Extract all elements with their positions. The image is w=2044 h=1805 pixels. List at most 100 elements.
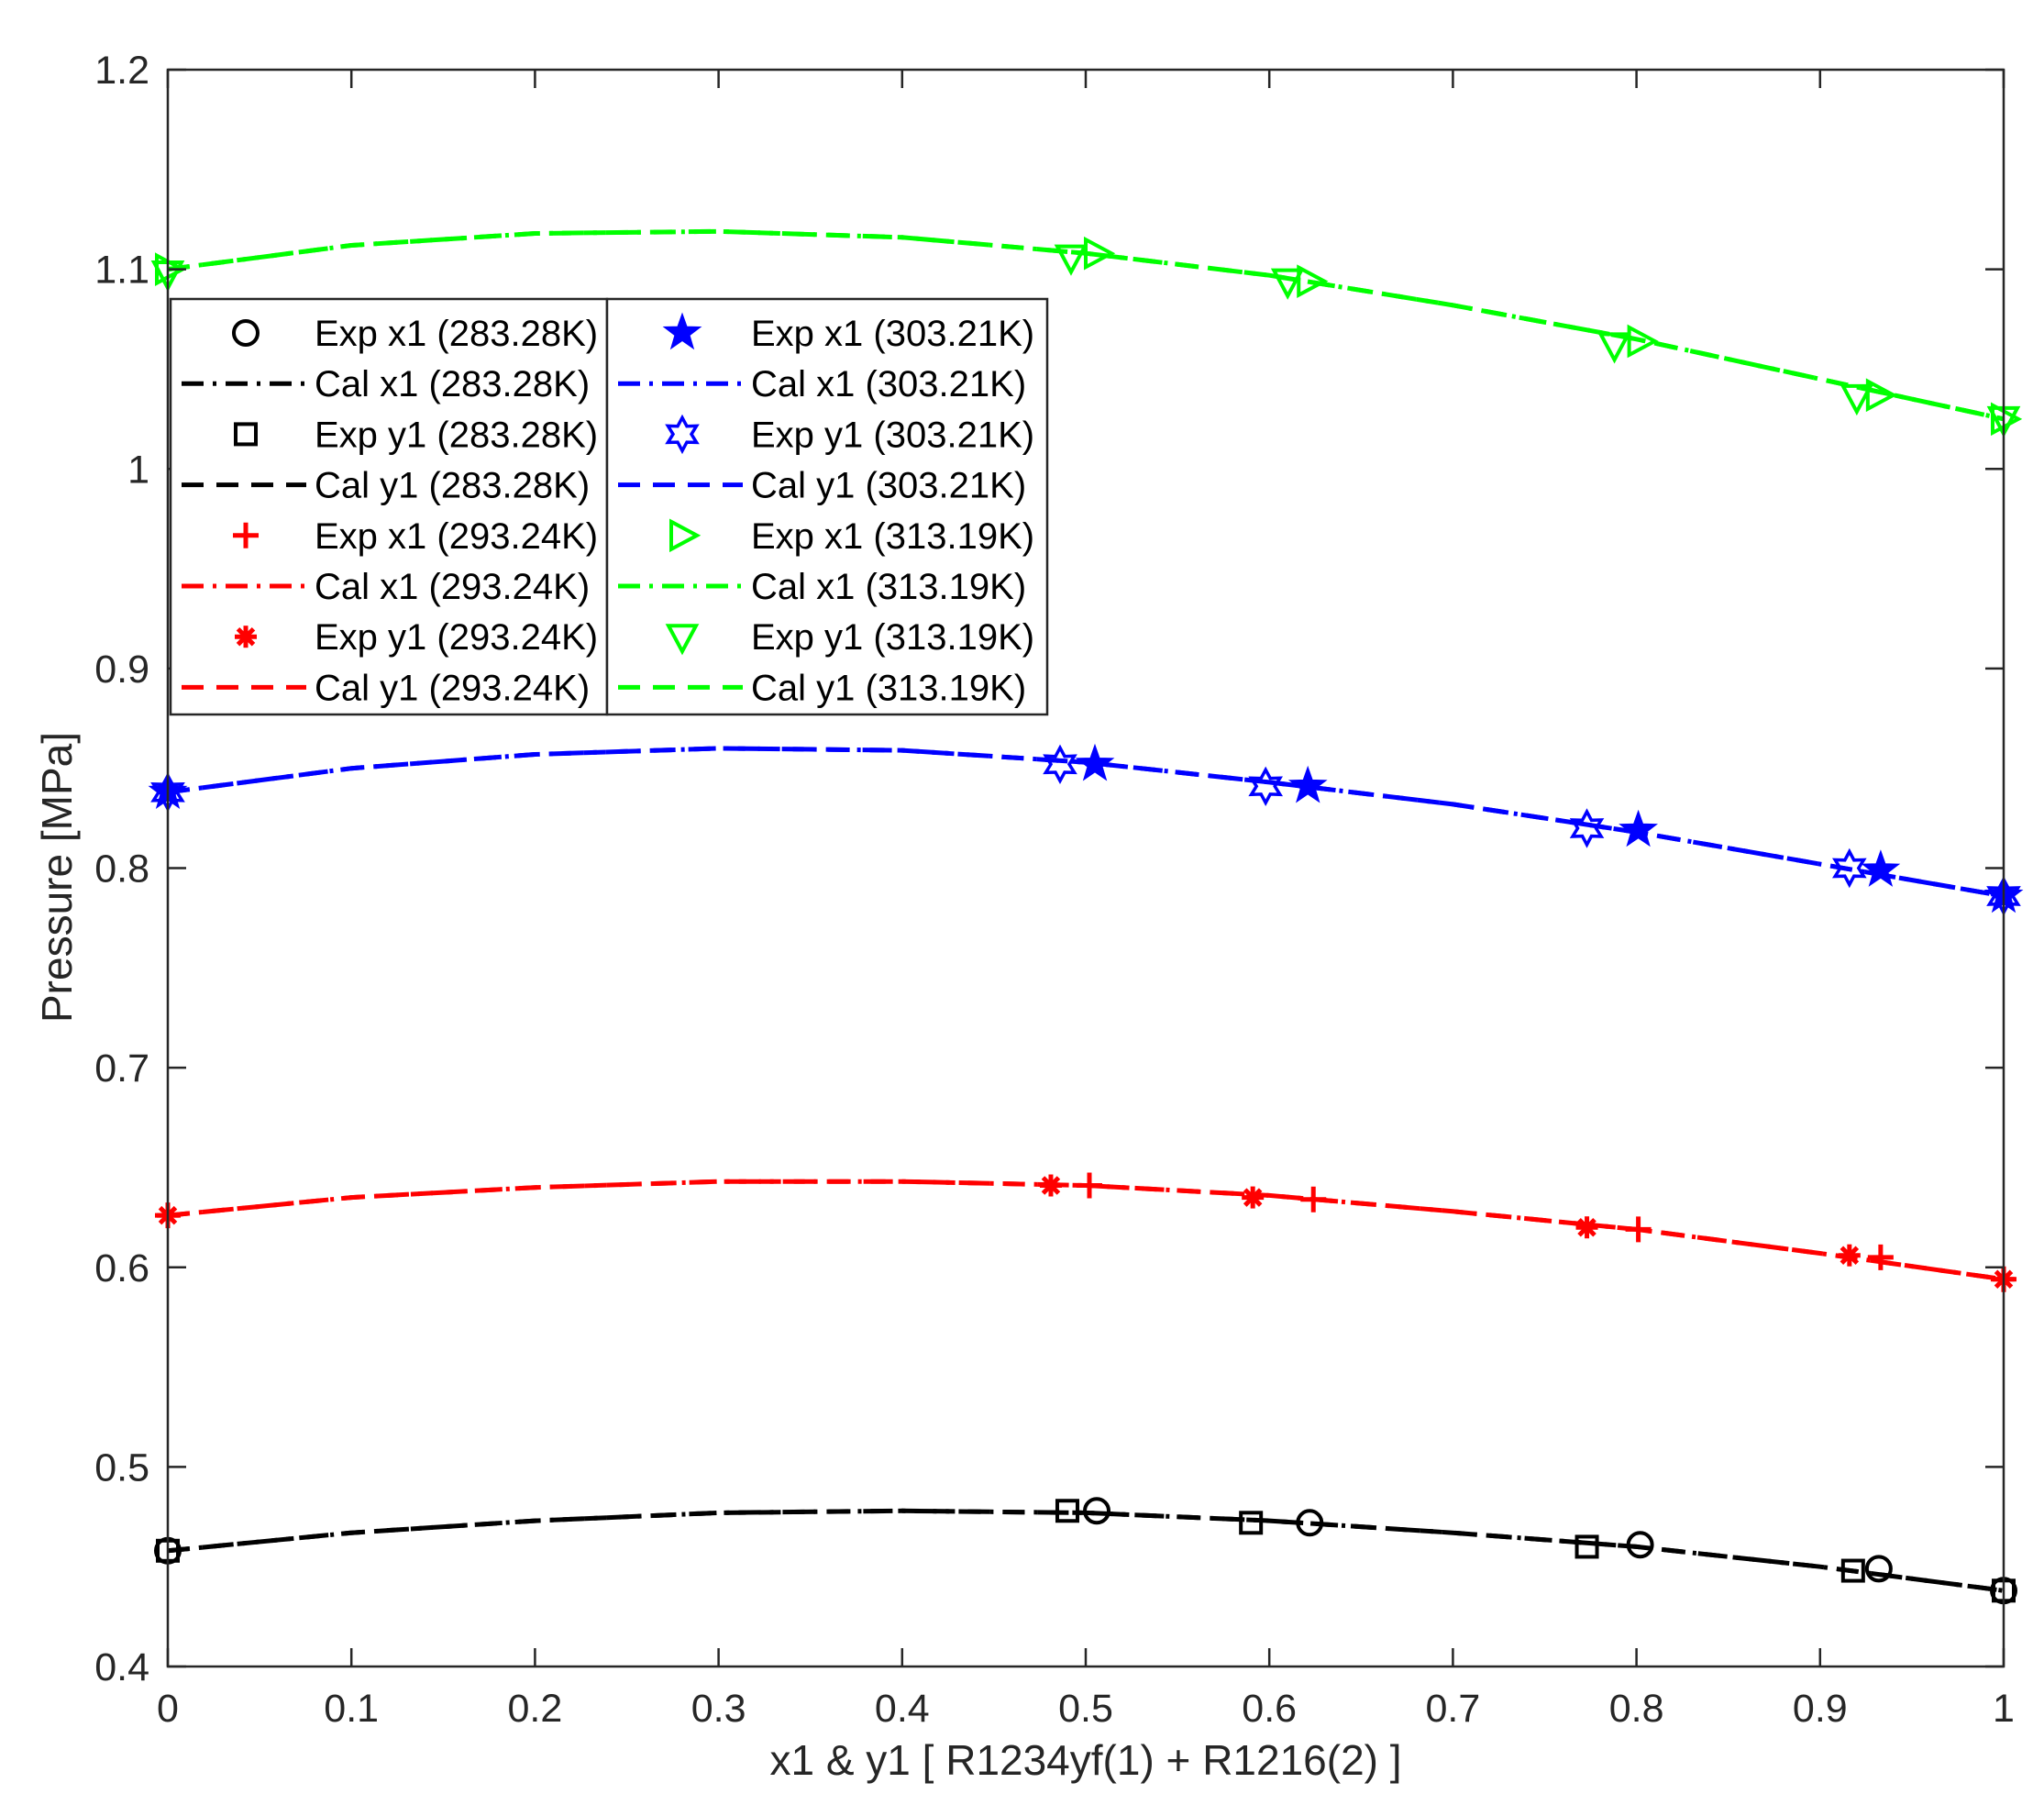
legend-entry: Cal y1 (293.24K) bbox=[182, 668, 590, 708]
data-point bbox=[1083, 1497, 1111, 1525]
x-tick-label: 0.1 bbox=[324, 1687, 379, 1731]
legend-label: Cal y1 (313.19K) bbox=[751, 668, 1026, 708]
legend-entry: Cal y1 (303.21K) bbox=[618, 466, 1026, 506]
legend-entry: Cal y1 (313.19K) bbox=[618, 668, 1026, 708]
data-point bbox=[1242, 1186, 1265, 1209]
legend-label: Cal y1 (283.28K) bbox=[315, 466, 590, 506]
data-point bbox=[1574, 1534, 1599, 1559]
y-tick-label: 0.5 bbox=[94, 1445, 149, 1489]
data-point bbox=[1625, 1216, 1652, 1243]
legend-label: Cal x1 (313.19K) bbox=[751, 567, 1026, 607]
data-point bbox=[1039, 1174, 1062, 1197]
data-point bbox=[1270, 268, 1305, 300]
x-tick-label: 0.2 bbox=[508, 1687, 563, 1731]
data-point bbox=[1619, 809, 1659, 847]
data-point bbox=[1077, 1172, 1102, 1199]
legend-entry: Cal x1 (283.28K) bbox=[182, 364, 590, 404]
data-point bbox=[1054, 244, 1088, 276]
x-tick-label: 0 bbox=[157, 1687, 179, 1731]
data-point bbox=[1287, 765, 1328, 803]
legend-label: Exp y1 (313.19K) bbox=[751, 617, 1034, 658]
legend-marker bbox=[669, 518, 702, 553]
legend-entry: Exp x1 (293.24K) bbox=[233, 516, 598, 557]
legend-marker bbox=[232, 319, 260, 347]
legend-marker bbox=[665, 414, 700, 455]
data-point bbox=[1838, 1244, 1861, 1267]
data-point bbox=[1831, 847, 1867, 889]
data-point bbox=[1084, 236, 1116, 271]
y-tick-label: 1.2 bbox=[94, 49, 149, 93]
x-tick-label: 0.7 bbox=[1426, 1687, 1481, 1731]
legend-entry: Exp y1 (313.19K) bbox=[665, 617, 1034, 658]
data-point bbox=[1991, 402, 2023, 437]
data-point bbox=[1248, 766, 1284, 807]
legend-marker bbox=[233, 522, 259, 548]
legend-label: Cal y1 (293.24K) bbox=[315, 668, 590, 708]
y-tick-label: 0.6 bbox=[94, 1246, 149, 1290]
legend-label: Cal x1 (303.21K) bbox=[751, 364, 1026, 404]
data-point bbox=[1597, 332, 1631, 364]
legend: Exp x1 (283.28K) Cal x1 (283.28K) Exp y1 (… bbox=[169, 297, 1049, 716]
y-tick-label: 1 bbox=[127, 448, 149, 492]
data-point bbox=[1626, 1531, 1654, 1559]
data-point bbox=[1840, 383, 1874, 416]
legend-entry: Exp x1 (313.19K) bbox=[669, 516, 1034, 557]
legend-entry: Cal y1 (283.28K) bbox=[182, 466, 590, 506]
data-point bbox=[1075, 743, 1115, 781]
legend-entry: Cal x1 (293.24K) bbox=[182, 567, 590, 607]
legend-box-1 bbox=[169, 297, 609, 716]
legend-label: Exp x1 (293.24K) bbox=[315, 516, 598, 557]
legend-entry: Cal x1 (313.19K) bbox=[618, 567, 1026, 607]
legend-label: Exp y1 (293.24K) bbox=[315, 617, 598, 658]
legend-entry: Exp y1 (293.24K) bbox=[235, 617, 598, 658]
x-axis-label: x1 & y1 [ R1234yf(1) + R1216(2) ] bbox=[769, 1736, 1401, 1784]
x-tick-label: 0.6 bbox=[1242, 1687, 1297, 1731]
ticks-layer: 0 0.1 0.2 0.3 0.4 0.5 0.6 0.7 0.8 0.9 1 0.4 0.5 0.6 0.… bbox=[94, 49, 2015, 1731]
legend-label: Cal y1 (303.21K) bbox=[751, 466, 1026, 506]
data-point bbox=[1239, 1511, 1264, 1535]
x-tick-label: 0.9 bbox=[1793, 1687, 1848, 1731]
data-point bbox=[1055, 1499, 1079, 1523]
legend-entry: Exp y1 (283.28K) bbox=[234, 415, 598, 455]
legend-marker bbox=[234, 422, 258, 447]
data-point bbox=[1043, 744, 1077, 784]
legend-marker bbox=[665, 624, 700, 656]
legend-label: Cal x1 (283.28K) bbox=[315, 364, 590, 404]
series-layer bbox=[148, 228, 2024, 1605]
legend-label: Cal x1 (293.24K) bbox=[315, 567, 590, 607]
legend-label: Exp y1 (303.21K) bbox=[751, 415, 1034, 455]
legend-label: Exp y1 (283.28K) bbox=[315, 415, 598, 455]
legend-entry: Exp y1 (303.21K) bbox=[665, 414, 1034, 455]
data-point bbox=[1575, 1216, 1598, 1239]
legend-label: Exp x1 (303.21K) bbox=[751, 314, 1034, 354]
y-tick-label: 0.4 bbox=[94, 1645, 149, 1689]
data-point bbox=[1865, 378, 1898, 413]
legend-marker bbox=[662, 312, 702, 350]
data-point bbox=[1840, 1558, 1865, 1583]
y-tick-label: 0.9 bbox=[94, 648, 149, 692]
y-tick-label: 1.1 bbox=[94, 249, 149, 293]
data-point bbox=[1569, 808, 1605, 848]
legend-entry: Exp x1 (283.28K) bbox=[232, 314, 598, 354]
data-point bbox=[1861, 849, 1901, 887]
legend-entry: Cal x1 (303.21K) bbox=[618, 364, 1026, 404]
data-point bbox=[1300, 1186, 1327, 1213]
data-point bbox=[1296, 1509, 1324, 1537]
x-tick-label: 0.5 bbox=[1058, 1687, 1113, 1731]
x-tick-label: 1 bbox=[1993, 1687, 2015, 1731]
x-tick-label: 0.4 bbox=[875, 1687, 930, 1731]
y-axis-label: Pressure [MPa] bbox=[33, 732, 81, 1023]
data-point bbox=[1627, 324, 1659, 359]
x-tick-label: 0.8 bbox=[1609, 1687, 1664, 1731]
data-point bbox=[1297, 264, 1329, 299]
legend-marker bbox=[235, 626, 257, 648]
data-point bbox=[1864, 1555, 1893, 1583]
y-tick-label: 0.8 bbox=[94, 847, 149, 891]
y-tick-label: 0.7 bbox=[94, 1046, 149, 1091]
legend-label: Exp x1 (313.19K) bbox=[751, 516, 1034, 557]
legend-label: Exp x1 (283.28K) bbox=[315, 314, 598, 354]
legend-entry: Exp x1 (303.21K) bbox=[662, 312, 1034, 354]
